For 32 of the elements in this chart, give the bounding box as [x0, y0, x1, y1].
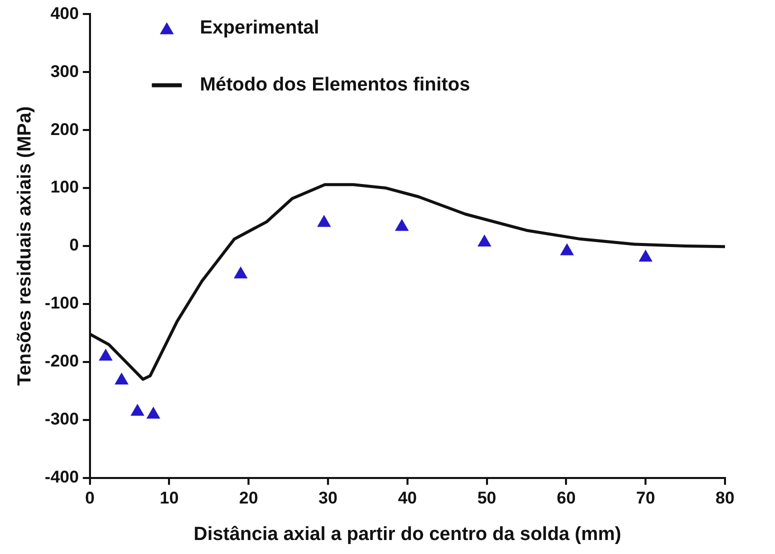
x-tick-label: 30	[318, 488, 338, 508]
x-axis-title: Distância axial a partir do centro da solda (mm)	[194, 524, 622, 545]
y-tick-label: -100	[44, 294, 79, 313]
y-tick-label: 100	[50, 178, 79, 197]
y-tick-label: 300	[50, 62, 79, 81]
x-tick-label: 50	[477, 488, 496, 508]
x-tick-label: 20	[239, 488, 258, 508]
y-tick-label: -400	[44, 467, 79, 486]
point	[99, 349, 112, 361]
legend-label: Método dos Elementos finitos	[200, 74, 470, 96]
point	[560, 244, 574, 256]
x-tick-label: 80	[716, 488, 734, 508]
y-tick-label: -200	[44, 352, 79, 371]
x-tick-label: 70	[636, 488, 656, 508]
point	[146, 407, 160, 419]
y-tick-label: 200	[50, 120, 79, 139]
x-tick-label: 40	[398, 488, 417, 508]
point	[130, 404, 144, 416]
point	[234, 266, 248, 278]
point	[639, 250, 652, 262]
point	[115, 372, 128, 384]
x-tick-label: 10	[160, 488, 179, 508]
y-tick-label: 0	[69, 236, 79, 255]
x-tick-label: 60	[556, 488, 576, 508]
y-tick-label: -300	[44, 410, 79, 429]
y-tick-label: 400	[50, 4, 79, 23]
point	[395, 219, 408, 231]
point	[478, 235, 491, 247]
y-axis-title: Tensões residuais axiais (MPa)	[14, 106, 36, 386]
x-tick-label: 0	[85, 488, 95, 508]
legend-label: Experimental	[200, 17, 320, 38]
point	[317, 215, 331, 227]
